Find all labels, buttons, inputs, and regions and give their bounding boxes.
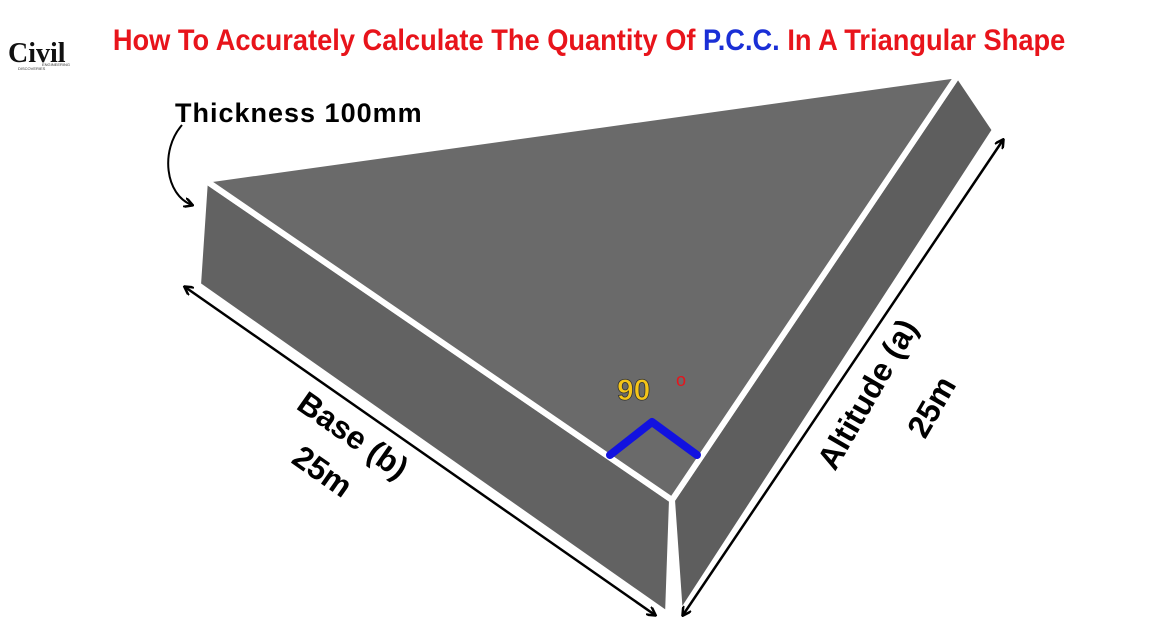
altitude-length: 25m (900, 370, 963, 443)
thickness-arrow (167, 124, 192, 205)
title-highlight: P.C.C. (703, 24, 780, 57)
angle-value: 90 (617, 374, 650, 407)
angle-unit: o (676, 370, 686, 390)
thickness-label: Thickness 100mm (175, 98, 423, 128)
base-arrow (185, 287, 655, 615)
title: How To Accurately Calculate The Quantity… (75, 24, 1088, 57)
right-angle-mark (606, 418, 701, 459)
logo-line1: ENGINEERING (42, 62, 70, 67)
logo: Civil ENGINEERING DISCOVERIES (8, 38, 70, 71)
altitude-arrow (683, 140, 1003, 615)
title-part: In A Triangular Shape (780, 24, 1066, 57)
title-part: How To Accurately Calculate The Quantity… (113, 24, 703, 57)
logo-line2: DISCOVERIES (18, 66, 46, 71)
logo-main: Civil (8, 38, 66, 69)
